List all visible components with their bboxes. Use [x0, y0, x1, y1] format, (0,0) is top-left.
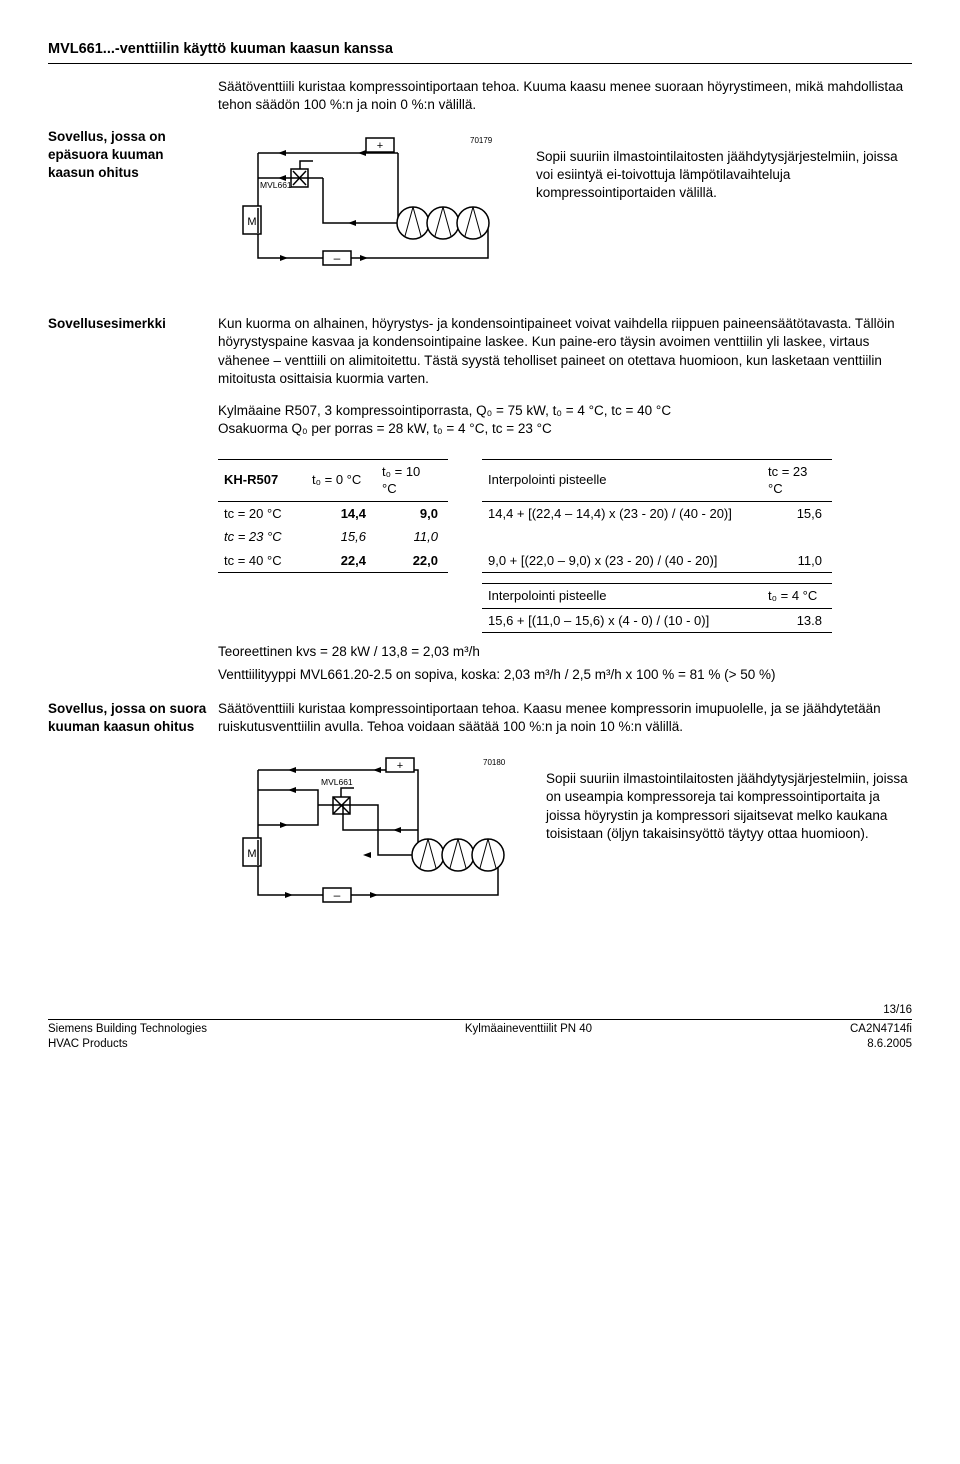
- section1-text: Sopii suuriin ilmastointilaitosten jäähd…: [536, 128, 912, 203]
- calc-valve-type: Venttiilityyppi MVL661.20-2.5 on sopiva,…: [218, 666, 912, 684]
- section1-heading: Sovellus, jossa on epäsuora kuuman kaasu…: [48, 128, 218, 301]
- t1-r3c1: tc = 40 °C: [218, 549, 306, 573]
- diagram2-id: 70180: [483, 758, 506, 767]
- table-kh-r507: KH-R507 t₀ = 0 °C t₀ = 10 °C tc = 20 °C …: [218, 459, 448, 574]
- section2-para3: Osakuorma Q₀ per porras = 28 kW, t₀ = 4 …: [218, 420, 912, 438]
- svg-text:M: M: [247, 848, 256, 860]
- t2a-r2c2: [762, 525, 832, 549]
- page-footer: 13/16 Siemens Building Technologies HVAC…: [48, 1003, 912, 1053]
- t2a-r3c1: 9,0 + [(22,0 – 9,0) x (23 - 20) / (40 - …: [482, 549, 762, 573]
- calc-kvs: Teoreettinen kvs = 28 kW / 13,8 = 2,03 m…: [218, 643, 912, 661]
- t2a-r1c1: 14,4 + [(22,4 – 14,4) x (23 - 20) / (40 …: [482, 501, 762, 525]
- footer-center: Kylmäaineventtiilit PN 40: [465, 1022, 592, 1038]
- t1-r1c1: tc = 20 °C: [218, 501, 306, 525]
- footer-left1: Siemens Building Technologies: [48, 1022, 207, 1038]
- t2a-h1: Interpolointi pisteelle: [482, 459, 762, 501]
- t2b-r1c1: 15,6 + [(11,0 – 15,6) x (4 - 0) / (10 - …: [482, 608, 762, 633]
- section3-text: Sopii suuriin ilmastointilaitosten jäähd…: [546, 750, 912, 843]
- diagram2-valve-label: MVL661: [321, 777, 353, 787]
- table-interp-tc: Interpolointi pisteelle tc = 23 °C 14,4 …: [482, 459, 832, 574]
- t1-r1c2: 14,4: [306, 501, 376, 525]
- t2b-r1c2: 13.8: [762, 608, 832, 633]
- section2-para2: Kylmäaine R507, 3 kompressointiporrasta,…: [218, 402, 912, 420]
- t2b-h2: t₀ = 4 °C: [762, 584, 832, 609]
- svg-text:+: +: [377, 140, 383, 152]
- footer-right1: CA2N4714fi: [850, 1022, 912, 1038]
- t1-r2c2: 15,6: [306, 525, 376, 549]
- diagram-70180: + – MVL661: [218, 750, 518, 925]
- t2a-r1c2: 15,6: [762, 501, 832, 525]
- t1-r3c3: 22,0: [376, 549, 448, 573]
- t1-r2c1: tc = 23 °C: [218, 525, 306, 549]
- t1-r2c3: 11,0: [376, 525, 448, 549]
- svg-text:–: –: [334, 888, 341, 902]
- section3-para: Säätöventtiili kuristaa kompressointipor…: [218, 700, 912, 736]
- t1-h2: t₀ = 0 °C: [306, 459, 376, 501]
- t2a-r2c1: [482, 525, 762, 549]
- page-number: 13/16: [48, 1003, 912, 1019]
- footer-right2: 8.6.2005: [850, 1037, 912, 1053]
- t1-h3: t₀ = 10 °C: [376, 459, 448, 501]
- t1-r1c3: 9,0: [376, 501, 448, 525]
- section3-heading: Sovellus, jossa on suora kuuman kaasun o…: [48, 700, 218, 944]
- diagram1-valve-label: MVL661: [260, 180, 292, 190]
- section2-para1: Kun kuorma on alhainen, höyrystys- ja ko…: [218, 315, 912, 388]
- table-interp-t0: Interpolointi pisteelle t₀ = 4 °C 15,6 +…: [482, 583, 832, 633]
- svg-text:M: M: [247, 216, 256, 228]
- intro-paragraph: Säätöventtiili kuristaa kompressointipor…: [218, 78, 912, 114]
- t2a-h2: tc = 23 °C: [762, 459, 832, 501]
- svg-text:+: +: [397, 760, 403, 772]
- svg-text:–: –: [334, 251, 341, 265]
- t2b-h1: Interpolointi pisteelle: [482, 584, 762, 609]
- diagram-70179: + – MVL661: [218, 128, 508, 283]
- section2-heading: Sovellusesimerkki: [48, 315, 218, 452]
- footer-left2: HVAC Products: [48, 1037, 207, 1053]
- t1-r3c2: 22,4: [306, 549, 376, 573]
- diagram1-id: 70179: [470, 136, 493, 145]
- page-title: MVL661...-venttiilin käyttö kuuman kaasu…: [48, 40, 912, 60]
- t2a-r3c2: 11,0: [762, 549, 832, 573]
- title-divider: [48, 63, 912, 64]
- t1-h1: KH-R507: [218, 459, 306, 501]
